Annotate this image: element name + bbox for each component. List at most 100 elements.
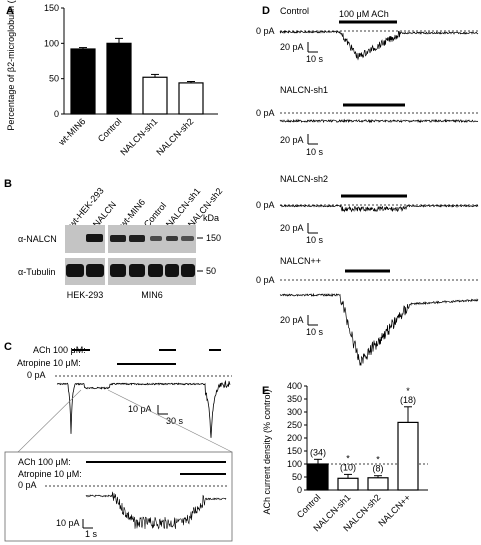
- y-tick-label: 0: [297, 485, 302, 495]
- y-tick-label: 0: [54, 109, 59, 119]
- y-tick-label: 100: [44, 38, 59, 48]
- d-scale-y-sh1: 20 pA: [280, 135, 304, 145]
- category-label: Control: [295, 492, 323, 520]
- c-inset-scale-y: 10 pA: [56, 518, 80, 528]
- bar: [106, 42, 132, 115]
- c-ach-label: ACh 100 μM:: [33, 345, 86, 355]
- c-inset-scale-x: 1 s: [85, 529, 98, 539]
- bar: [178, 82, 204, 115]
- d-title-control: Control: [280, 6, 309, 16]
- panel-c-letter: C: [4, 341, 12, 353]
- panel-d: D Control 100 μM ACh 0 pA 20 pA 10 s NAL…: [256, 5, 479, 366]
- panel-e-ticks: 0 50 100 150 200 250 300 350 400: [287, 381, 307, 495]
- group-label-hek: HEK-293: [67, 290, 104, 300]
- bar: [337, 477, 359, 491]
- y-tick-label: 200: [287, 433, 302, 443]
- y-tick-label: 350: [287, 394, 302, 404]
- y-tick-label: 150: [287, 446, 302, 456]
- bar: [70, 48, 96, 115]
- kda-label: kDa: [203, 213, 219, 223]
- n-label: (18): [400, 395, 416, 405]
- c-inset-frame: [4, 451, 233, 542]
- c-inset-trace: [85, 491, 227, 530]
- c-inset-atropine-label: Atropine 10 μM:: [18, 469, 82, 479]
- band-nalcn-min6-4: [166, 236, 178, 241]
- category-label: NALCN-sh2: [154, 116, 195, 157]
- panel-a-letter: A: [6, 5, 14, 17]
- category-label: NALCN++: [376, 492, 412, 528]
- d-zero-sh1: 0 pA: [256, 108, 275, 118]
- band-nalcn-min6-5: [181, 236, 194, 241]
- d-zero-sh2: 0 pA: [256, 200, 275, 210]
- group-label-min6: MIN6: [141, 290, 163, 300]
- d-trace-sh2: [279, 204, 479, 213]
- band-tubulin-3: [110, 264, 126, 277]
- band-tubulin-5: [148, 264, 163, 277]
- c-atropine-label: Atropine 10 μM:: [17, 358, 81, 368]
- d-scale-y-control: 20 pA: [280, 42, 304, 52]
- d-trace-control: [279, 30, 479, 61]
- d-scale-x-sh1: 10 s: [306, 147, 324, 157]
- panel-a-ticks: 0 50 100 150: [44, 3, 64, 119]
- y-tick-label: 50: [292, 472, 302, 482]
- bar: [367, 477, 389, 491]
- row-label-tubulin: α-Tubulin: [18, 267, 55, 277]
- band-nalcn-hek-lane2: [86, 234, 103, 242]
- band-tubulin-2: [86, 264, 104, 277]
- band-tubulin-1: [66, 264, 84, 277]
- panel-e-bars: (34)Control(10)*NALCN-sh1(8)*NALCN-sh2(1…: [295, 386, 419, 533]
- y-tick-label: 250: [287, 420, 302, 430]
- y-tick-label: 100: [287, 459, 302, 469]
- d-scale-y-sh2: 20 pA: [280, 223, 304, 233]
- band-nalcn-min6-2: [129, 235, 145, 242]
- significance-star: *: [376, 455, 380, 465]
- n-label: (34): [310, 447, 326, 457]
- panel-a-ylabel: Percentage of β2-microglobulin (%): [6, 0, 16, 131]
- y-tick-label: 50: [49, 74, 59, 84]
- c-zoom-line-left: [17, 389, 82, 453]
- d-scale-x-nalcn-plus: 10 s: [306, 327, 324, 337]
- d-trace-sh1: [279, 118, 479, 124]
- panel-b: B wt-HEK-293 NALCN wt-MIN6 Control NALCN…: [4, 178, 224, 300]
- significance-star: *: [346, 453, 350, 463]
- y-tick-label: 150: [44, 3, 59, 13]
- d-scale-x-sh2: 10 s: [306, 235, 324, 245]
- panel-e: E ACh current density (% control) 0 50 100…: [262, 381, 428, 533]
- panel-c: C ACh 100 μM: Atropine 10 μM: 0 pA 10 pA…: [4, 341, 233, 542]
- kda-150: 150: [206, 233, 221, 243]
- band-tubulin-7: [181, 264, 195, 277]
- y-tick-label: 300: [287, 407, 302, 417]
- d-title-sh1: NALCN-sh1: [280, 85, 328, 95]
- panel-e-ylabel: ACh current density (% control): [262, 389, 272, 514]
- panel-d-letter: D: [262, 5, 270, 17]
- n-label: (8): [373, 464, 384, 474]
- d-zero-nalcn-plus: 0 pA: [256, 275, 275, 285]
- bar: [142, 76, 168, 115]
- c-inset-zero-label: 0 pA: [18, 480, 37, 490]
- c-inset-ach-label: ACh 100 μM:: [18, 457, 71, 467]
- c-zoom-line-right: [107, 389, 233, 453]
- bar: [307, 463, 329, 491]
- category-label: wt-MIN6: [56, 116, 87, 147]
- n-label: (10): [340, 462, 356, 472]
- panel-e-letter: E: [262, 385, 269, 397]
- band-tubulin-6: [165, 264, 179, 277]
- d-zero-control: 0 pA: [256, 26, 275, 36]
- d-scale-x-control: 10 s: [306, 54, 324, 64]
- c-scale-y: 10 pA: [128, 404, 152, 414]
- d-scale-y-nalcn-plus: 20 pA: [280, 315, 304, 325]
- band-nalcn-min6-1: [110, 235, 126, 242]
- d-trace-nalcn-plus: [279, 292, 479, 366]
- bar: [397, 421, 419, 491]
- significance-star: *: [406, 386, 410, 396]
- panel-b-letter: B: [4, 178, 12, 190]
- category-label: Control: [96, 116, 124, 144]
- kda-50: 50: [206, 266, 216, 276]
- category-label: NALCN-sh1: [118, 116, 159, 157]
- y-tick-label: 400: [287, 381, 302, 391]
- d-title-sh2: NALCN-sh2: [280, 174, 328, 184]
- d-title-nalcn-plus: NALCN++: [280, 256, 321, 266]
- c-trace: [56, 379, 231, 438]
